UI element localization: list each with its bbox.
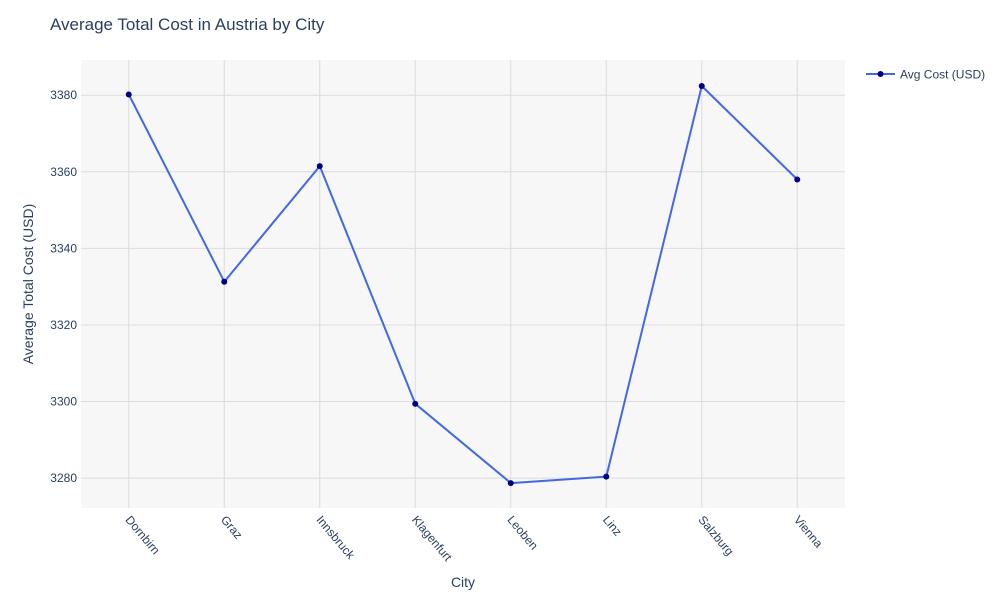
x-tick-label: Klagenfurt [409,513,455,564]
data-point[interactable] [125,91,132,98]
x-tick-label: Innsbruck [313,513,358,563]
x-tick-label: Vienna [791,513,826,551]
data-point[interactable] [794,176,801,183]
y-tick-label: 3340 [50,241,77,255]
x-axis-title: City [451,574,475,590]
data-point[interactable] [316,163,323,170]
legend[interactable]: Avg Cost (USD) [866,68,985,82]
x-tick-label: Linz [600,513,625,539]
data-point[interactable] [698,83,705,90]
x-tick-label: Salzburg [695,513,736,558]
y-tick-label: 3360 [50,165,77,179]
data-point[interactable] [507,480,514,487]
legend-label: Avg Cost (USD) [900,68,985,82]
series-layer [125,83,801,487]
y-axis-ticks: 3280 3300 3320 3340 3360 3380 [50,88,77,485]
y-tick-label: 3280 [50,471,77,485]
plot-area [81,60,845,508]
series-line [127,85,798,485]
y-tick-label: 3300 [50,395,77,409]
x-tick-label: Leoben [504,513,540,553]
x-axis-ticks: Dornbirn Graz Innsbruck Klagenfurt Leoben Lin… [122,513,825,564]
y-tick-label: 3380 [50,88,77,102]
data-point[interactable] [412,400,419,407]
data-point[interactable] [221,278,228,285]
data-point[interactable] [603,473,610,480]
y-tick-label: 3320 [50,318,77,332]
chart-title: Average Total Cost in Austria by City [50,15,325,34]
x-tick-label: Dornbirn [122,513,162,557]
y-axis-title: Average Total Cost (USD) [20,204,36,365]
x-tick-label: Graz [218,513,245,542]
grid [81,60,845,508]
legend-marker-swatch [877,71,884,77]
